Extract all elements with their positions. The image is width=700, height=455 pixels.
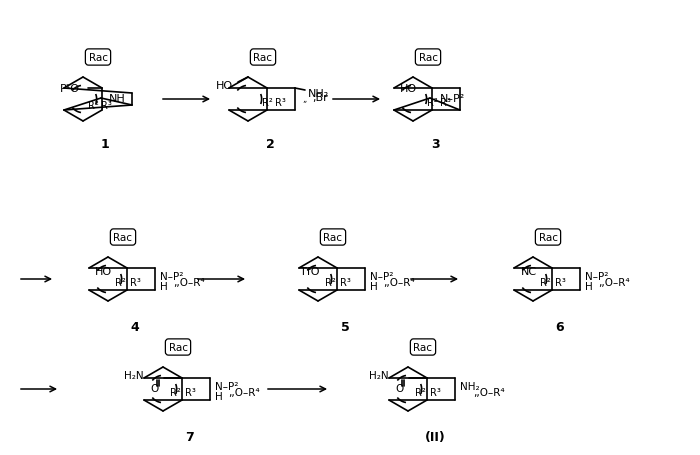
Text: O: O	[395, 383, 403, 393]
Text: 5: 5	[341, 321, 349, 334]
Text: N–P²: N–P²	[440, 94, 466, 104]
Text: ,,: ,,	[302, 95, 307, 104]
Text: HO: HO	[216, 81, 233, 91]
Text: R³: R³	[274, 98, 286, 108]
Text: R³: R³	[185, 387, 195, 397]
Text: R²: R²	[262, 98, 272, 108]
Text: NH₂: NH₂	[460, 381, 480, 391]
Text: HO: HO	[95, 267, 112, 276]
Text: H₂N: H₂N	[370, 370, 389, 380]
Text: R²: R²	[169, 387, 181, 397]
Text: H₂N: H₂N	[125, 370, 144, 380]
Text: R²: R²	[115, 278, 125, 288]
Text: P¹O: P¹O	[60, 84, 80, 94]
Text: Rac: Rac	[253, 53, 272, 63]
Text: Rac: Rac	[323, 233, 342, 243]
Text: Rac: Rac	[538, 233, 557, 243]
Text: H: H	[215, 391, 223, 401]
Text: ,,O–R⁴: ,,O–R⁴	[173, 278, 204, 288]
Text: Rac: Rac	[169, 342, 188, 352]
Text: 6: 6	[556, 321, 564, 334]
Text: NC: NC	[521, 267, 537, 276]
Text: ,,O–R⁴: ,,O–R⁴	[473, 387, 505, 397]
Text: R²: R²	[325, 278, 335, 288]
Text: R³: R³	[440, 98, 450, 108]
Text: N–P²: N–P²	[585, 271, 608, 281]
Text: R³: R³	[101, 101, 111, 111]
Text: N–P²: N–P²	[160, 271, 183, 281]
Text: R³: R³	[130, 278, 141, 288]
Text: ,Br: ,Br	[312, 93, 328, 103]
Text: 4: 4	[131, 321, 139, 334]
Text: R³: R³	[340, 278, 351, 288]
Text: HO: HO	[400, 84, 417, 94]
Text: NH: NH	[109, 94, 126, 104]
Text: NH₂: NH₂	[308, 89, 329, 99]
Text: O: O	[150, 383, 158, 393]
Text: R³: R³	[430, 387, 440, 397]
Text: ,,O–R⁴: ,,O–R⁴	[598, 278, 629, 288]
Text: (II): (II)	[425, 430, 445, 444]
Text: N–P²: N–P²	[215, 381, 239, 391]
Text: R³: R³	[554, 278, 566, 288]
Text: H: H	[160, 281, 168, 291]
Text: R²: R²	[426, 98, 438, 108]
Text: R²: R²	[88, 101, 98, 111]
Text: Rac: Rac	[88, 53, 108, 63]
Text: H: H	[370, 281, 378, 291]
Text: TfO: TfO	[300, 267, 319, 276]
Text: Rac: Rac	[414, 342, 433, 352]
Text: R²: R²	[540, 278, 550, 288]
Text: 1: 1	[101, 138, 109, 151]
Text: N–P²: N–P²	[370, 271, 393, 281]
Text: H: H	[585, 281, 593, 291]
Text: 7: 7	[186, 430, 195, 444]
Text: 3: 3	[430, 138, 440, 151]
Text: ,,O–R⁴: ,,O–R⁴	[228, 387, 260, 397]
Text: ,,O–R⁴: ,,O–R⁴	[383, 278, 414, 288]
Text: Rac: Rac	[419, 53, 438, 63]
Text: Rac: Rac	[113, 233, 132, 243]
Text: 2: 2	[265, 138, 274, 151]
Text: R²: R²	[414, 387, 426, 397]
